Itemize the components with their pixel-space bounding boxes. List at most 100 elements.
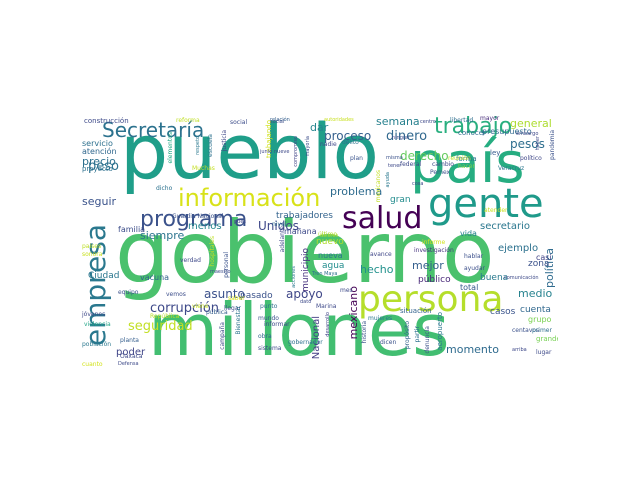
word: último xyxy=(318,231,338,238)
word: primer xyxy=(532,327,552,334)
word: relación xyxy=(270,117,290,123)
word: saber xyxy=(228,295,245,302)
word: dicho xyxy=(156,185,173,192)
word: Oaxaca xyxy=(120,353,143,360)
word: apoyo xyxy=(286,287,323,301)
word: conocer xyxy=(458,129,486,137)
word: población xyxy=(82,341,112,348)
word: trabajo xyxy=(434,116,513,139)
word: social xyxy=(270,119,285,125)
word: haber xyxy=(535,136,541,151)
word: mujeres xyxy=(368,315,393,322)
word: mes xyxy=(340,287,353,294)
word: nadie xyxy=(320,141,337,148)
word: asunto xyxy=(204,287,245,301)
word: proceso xyxy=(324,129,372,143)
word: reforma xyxy=(176,117,200,124)
word: ayuda xyxy=(385,172,391,188)
word: hospitales xyxy=(209,236,216,267)
word: Unidos xyxy=(258,219,299,233)
word: total xyxy=(460,283,479,292)
word: libertad xyxy=(450,117,474,124)
word: vemos xyxy=(166,291,186,298)
word: millones xyxy=(148,288,450,368)
word: casi xyxy=(536,253,552,262)
word: escuela xyxy=(207,134,214,157)
word: violencia xyxy=(84,321,111,328)
word: buena xyxy=(480,273,509,283)
word: sonora xyxy=(82,251,103,258)
word: lugar xyxy=(536,349,552,356)
word: seguir xyxy=(82,195,117,208)
word: general xyxy=(510,117,552,130)
word: corrupción xyxy=(150,301,220,316)
word: maestro xyxy=(210,269,231,275)
word: federal xyxy=(400,161,422,168)
word: respeto xyxy=(195,136,201,155)
word: cuenta xyxy=(520,305,551,315)
word: gente xyxy=(428,181,544,227)
word: campaña xyxy=(219,322,226,350)
word: mexicano xyxy=(347,286,360,340)
word: Muchas xyxy=(192,165,215,172)
word: denuncia xyxy=(424,326,431,354)
word: adelante xyxy=(279,226,286,253)
word: gran xyxy=(390,195,411,205)
word: servicio xyxy=(82,139,113,148)
word: autoridades xyxy=(324,117,354,123)
word: dólares xyxy=(320,233,339,239)
word: paises xyxy=(82,243,102,250)
word: situación xyxy=(400,307,432,315)
word: propósito xyxy=(404,321,411,350)
word: pueblo xyxy=(120,116,380,196)
word: equipo xyxy=(118,289,139,296)
word: agua xyxy=(322,261,345,271)
word: forma xyxy=(456,155,477,163)
word: viene xyxy=(192,303,209,310)
word: persona xyxy=(358,279,504,320)
word: Marina xyxy=(316,303,337,310)
word: tener xyxy=(388,163,402,169)
word: plan xyxy=(350,155,363,162)
word: pasado xyxy=(240,291,273,301)
word: informe xyxy=(422,239,446,246)
word: República xyxy=(150,313,180,320)
word: pandemia xyxy=(549,130,556,160)
word: Guardia Nacional xyxy=(172,213,224,220)
word: centavos xyxy=(512,327,540,334)
word: información xyxy=(178,184,321,212)
word: presupuesto xyxy=(482,127,532,136)
word: compromiso xyxy=(293,136,299,167)
word: Nacional xyxy=(311,316,322,360)
word: delito xyxy=(342,139,359,146)
word: atención xyxy=(82,147,117,156)
word: justicia xyxy=(221,130,228,152)
word: problema xyxy=(330,185,383,198)
word: pesos xyxy=(510,137,545,151)
word: hacer xyxy=(458,163,475,170)
word-cloud: gobierno pueblo millones país gente pers… xyxy=(80,116,558,368)
word: cuanto xyxy=(82,361,103,368)
word: hecho xyxy=(360,263,394,276)
word: precio xyxy=(82,155,116,168)
word: semana xyxy=(376,116,420,128)
word: poder xyxy=(116,347,146,358)
word: cosa xyxy=(412,181,424,187)
word: Pemex xyxy=(430,169,451,176)
word: municipio xyxy=(301,248,311,292)
word: grupo xyxy=(528,315,552,324)
word: partir xyxy=(414,326,421,343)
word: mayoría xyxy=(305,136,311,157)
word: familia xyxy=(118,225,146,234)
word: mejor xyxy=(412,259,444,272)
word: pues xyxy=(234,219,247,225)
word: trabajadores xyxy=(276,211,333,221)
word: aeropuerto xyxy=(436,312,444,351)
word: proyecto xyxy=(82,165,113,173)
word: hablar xyxy=(464,253,484,260)
word: casos xyxy=(490,307,516,317)
word: comunicación xyxy=(504,275,539,281)
word: centro xyxy=(420,119,436,125)
word: Tren Maya xyxy=(312,271,338,277)
word: pública xyxy=(206,309,228,316)
